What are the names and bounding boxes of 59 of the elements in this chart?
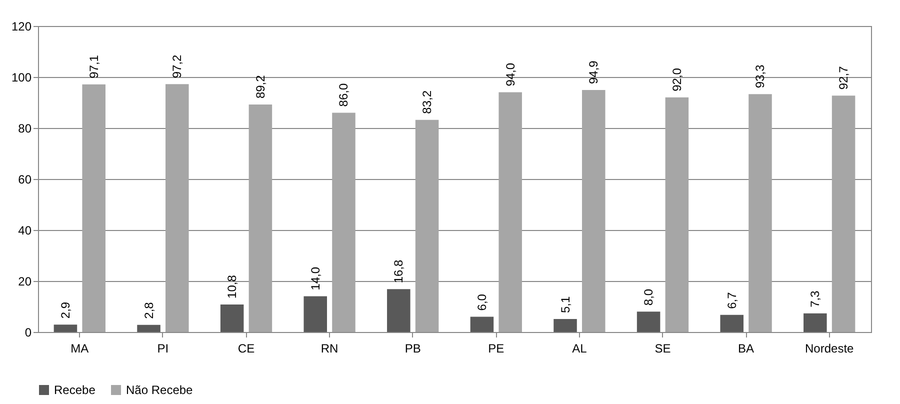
bar: [387, 289, 410, 332]
bar: [332, 112, 356, 332]
x-tick-label: AL: [572, 342, 588, 356]
bar: [665, 97, 689, 332]
data-label: 94,9: [586, 60, 601, 84]
bar: [498, 92, 522, 332]
bar: [804, 313, 827, 332]
bar: [554, 318, 577, 332]
bar: [748, 94, 772, 332]
y-tick-label: 20: [18, 274, 32, 288]
data-label: 7,3: [808, 290, 822, 308]
x-tick-label: PB: [404, 342, 421, 356]
legend-label: Não Recebe: [126, 383, 194, 397]
data-label: 94,0: [503, 62, 518, 86]
legend-label: Recebe: [54, 383, 96, 397]
data-label: 2,8: [142, 302, 156, 319]
data-label: 86,0: [336, 83, 351, 107]
bar: [470, 316, 494, 332]
data-label: 92,0: [670, 68, 684, 92]
x-tick-label: RN: [320, 342, 338, 356]
data-label: 93,3: [753, 64, 768, 88]
y-tick-label: 0: [24, 326, 32, 340]
data-label: 97,1: [86, 54, 101, 78]
bar: [220, 304, 244, 332]
y-tick-label: 100: [11, 70, 32, 84]
data-label: 92,7: [836, 66, 851, 90]
y-tick-label: 80: [18, 122, 32, 136]
y-tick-label: 40: [18, 224, 32, 238]
bar: [137, 324, 160, 332]
data-label: 5,1: [558, 296, 572, 313]
x-tick-label: CE: [238, 342, 255, 356]
bar: [582, 90, 606, 332]
bar: [248, 104, 272, 332]
data-label: 10,8: [225, 274, 240, 298]
x-tick-label: Nordeste: [805, 342, 854, 356]
bar: [832, 96, 856, 332]
data-label: 6,7: [724, 292, 739, 309]
data-label: 14,0: [308, 266, 322, 290]
data-label: 6,0: [474, 294, 489, 311]
bar: [720, 314, 744, 332]
bar: [304, 296, 327, 332]
bar: [82, 84, 106, 332]
x-tick-label: BA: [738, 342, 754, 356]
bar: [636, 312, 660, 332]
x-tick-label: SE: [654, 342, 671, 356]
bar: [166, 84, 189, 332]
data-label: 2,9: [58, 302, 72, 319]
data-label: 83,2: [420, 90, 434, 114]
data-label: 8,0: [642, 288, 656, 306]
y-tick-label: 60: [18, 172, 32, 186]
x-tick-label: PI: [157, 342, 169, 356]
data-label: 16,8: [392, 259, 406, 284]
bar: [415, 120, 439, 332]
data-label: 97,2: [170, 54, 184, 78]
y-tick-label: 120: [11, 20, 32, 34]
data-label: 89,2: [253, 74, 268, 99]
bar: [54, 324, 78, 332]
x-tick-label: PE: [488, 342, 504, 356]
x-tick-label: MA: [70, 342, 89, 356]
